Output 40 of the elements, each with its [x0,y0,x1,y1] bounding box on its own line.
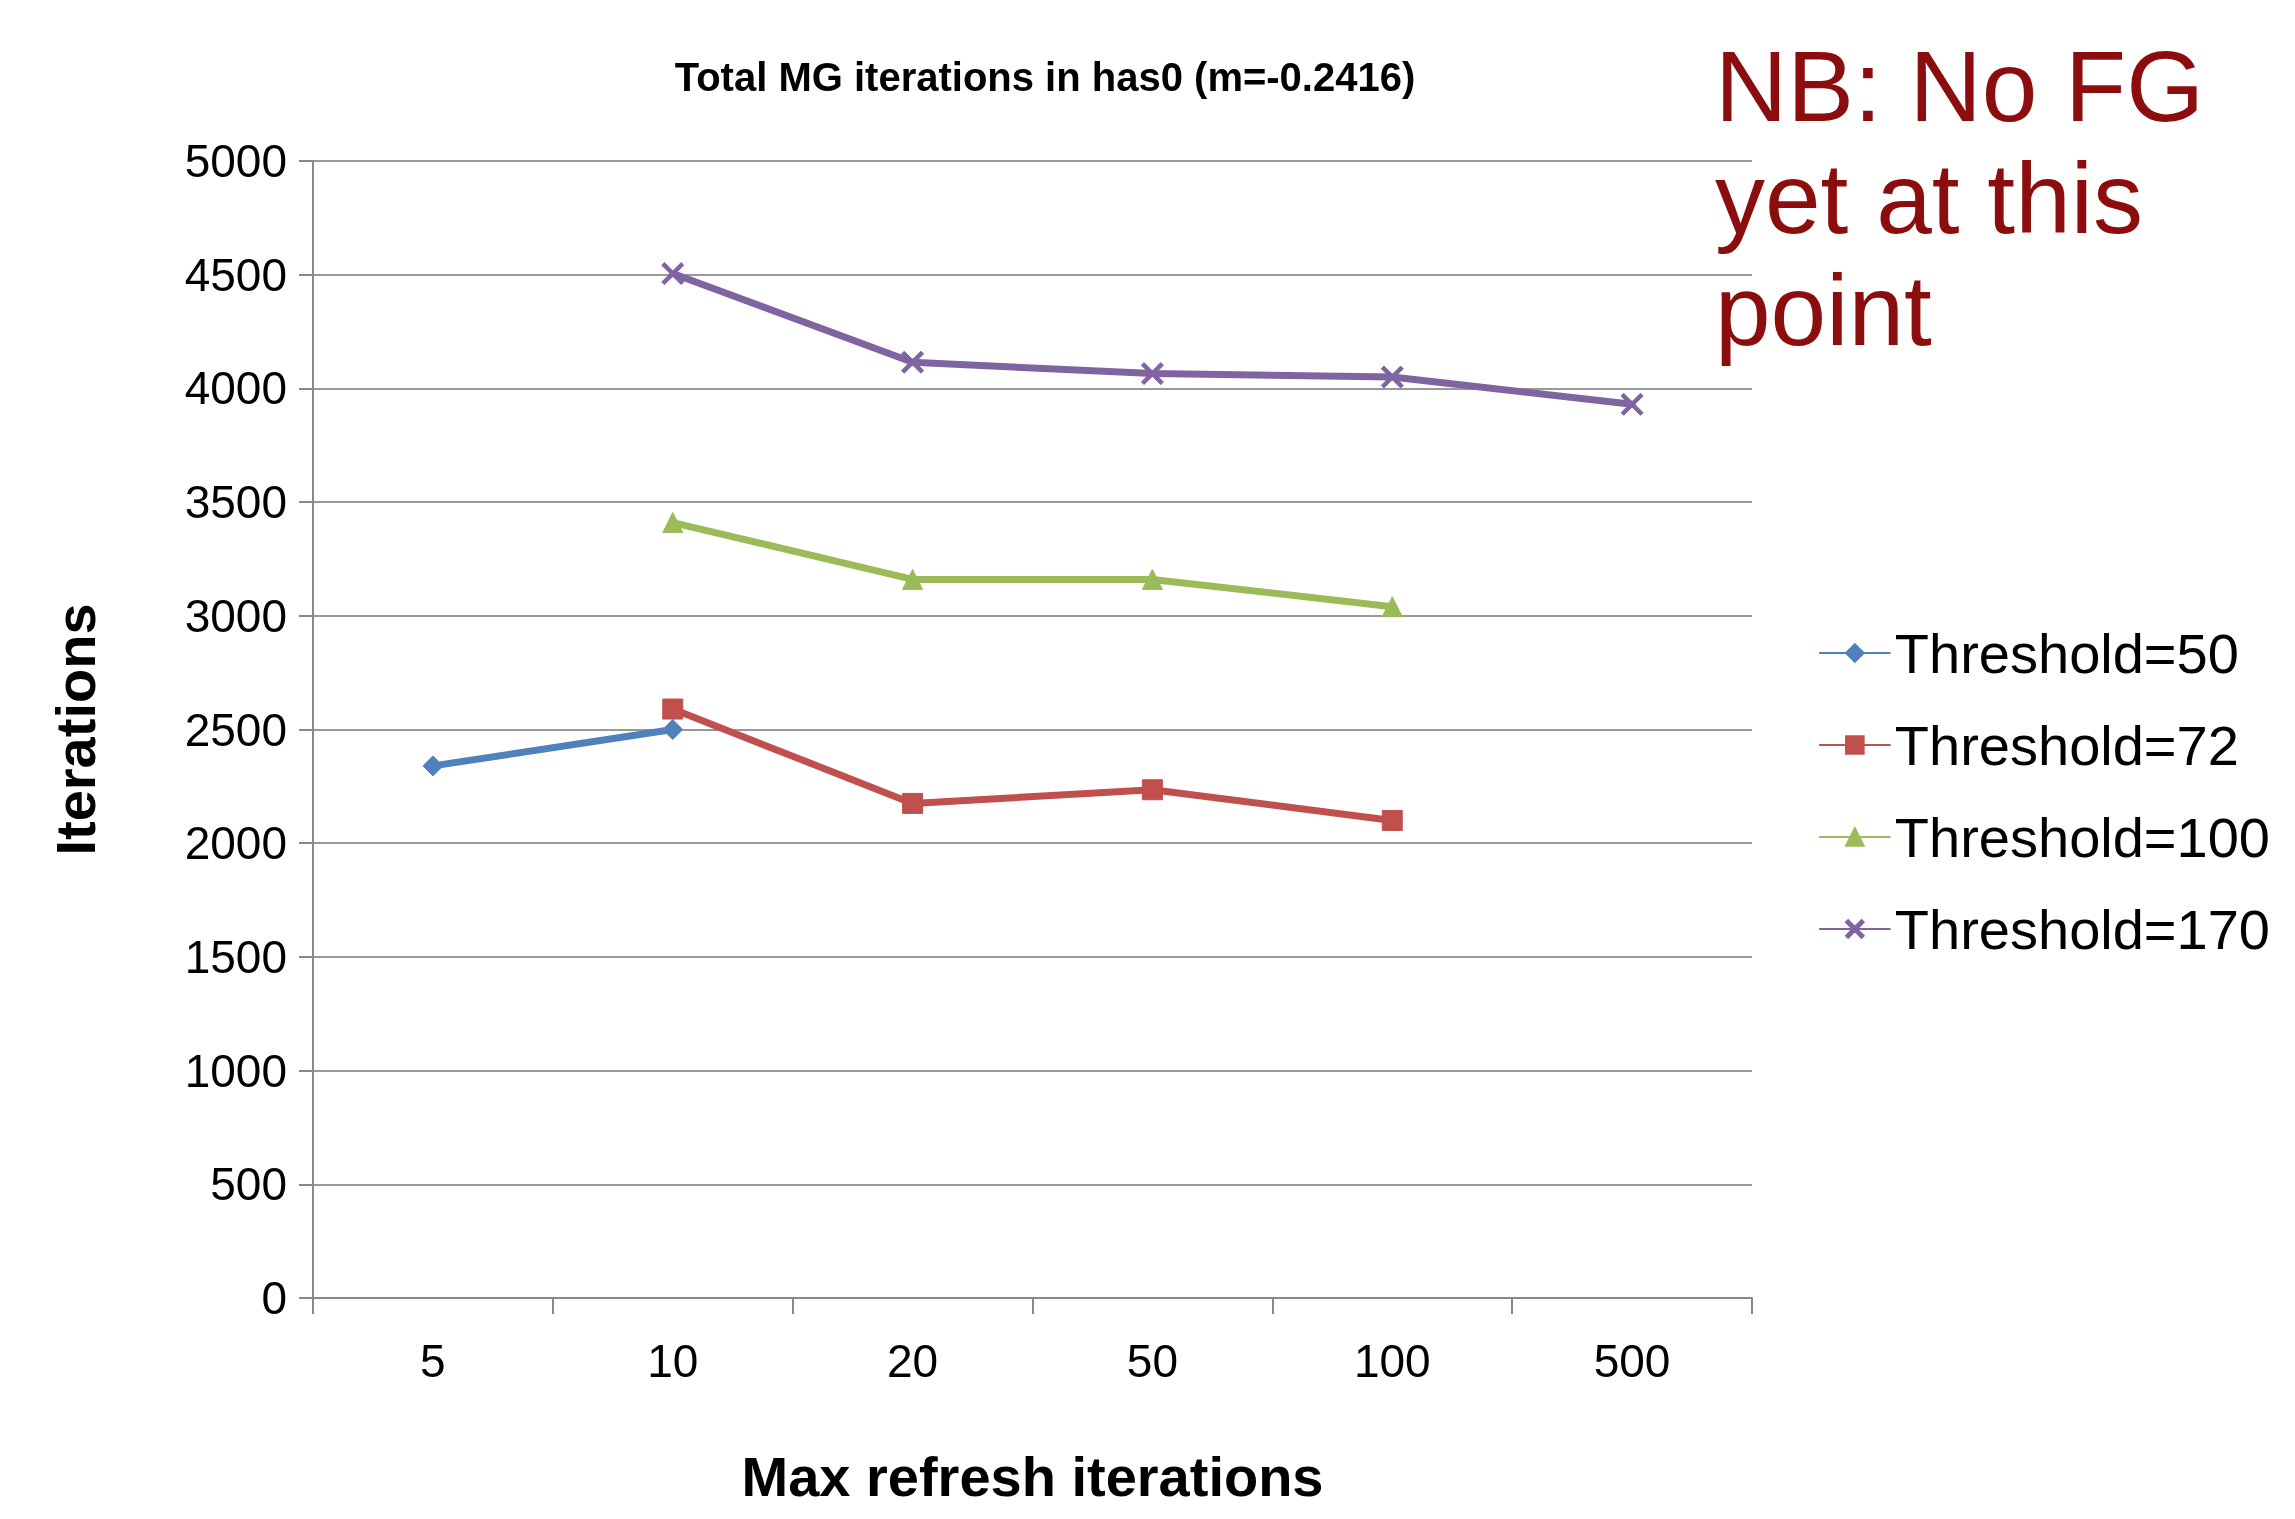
point [1140,362,1164,386]
y-tick-label: 3500 [184,476,287,529]
y-tick-label: 5000 [184,135,287,187]
x-axis-title: Max refresh iterations [741,1444,1324,1508]
legend-label: Threshold=170 [1894,897,2270,961]
y-axis-title: Iterations [43,603,107,856]
point [662,698,684,720]
point [1380,365,1404,389]
point [902,568,924,590]
point [1381,809,1403,831]
point [1141,779,1163,801]
x-tick-label: 500 [1593,1335,1671,1387]
y-tick-label: 2000 [184,817,287,870]
point [422,755,444,777]
y-tick-label: 2500 [184,703,287,756]
y-tick-label: 1500 [184,930,287,983]
annotation: NB: No FG yet at this point [1715,30,2232,366]
legend-label: Threshold=100 [1894,805,2270,869]
y-tick-label: 500 [210,1158,287,1211]
legend-label: Threshold=50 [1894,621,2239,685]
x-tick-label: 10 [647,1335,699,1387]
y-tick-label: 4500 [184,248,287,301]
point [1141,568,1163,590]
point [1620,392,1644,416]
legend-label: Threshold=72 [1894,713,2239,777]
chart-title: Total MG iterations in has0 (m=-0.2416) [674,55,1416,99]
point [1381,596,1403,618]
point [901,350,925,374]
point [661,262,685,286]
y-tick-label: 4000 [184,362,287,415]
y-tick-label: 0 [261,1272,287,1324]
x-tick-label: 100 [1353,1335,1431,1387]
x-tick-label: 5 [420,1335,446,1387]
y-tick-label: 1000 [184,1044,287,1097]
x-tick-label: 50 [1126,1335,1178,1387]
point [662,512,684,534]
x-tick-label: 20 [887,1335,939,1387]
y-tick-label: 3000 [184,589,287,642]
point [902,792,924,814]
point [662,719,684,740]
